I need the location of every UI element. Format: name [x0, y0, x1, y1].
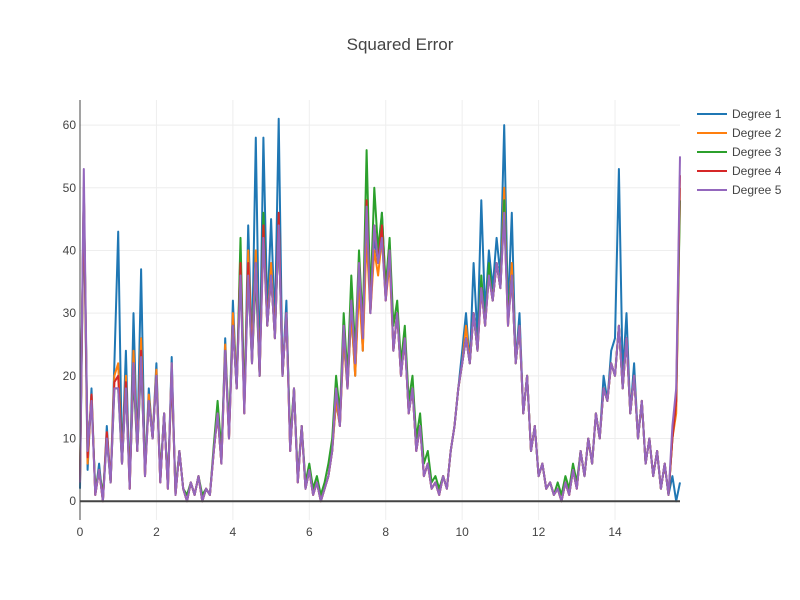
- x-tick-label: 12: [532, 525, 546, 539]
- x-tick-label: 0: [77, 525, 84, 539]
- x-tick-label: 8: [382, 525, 389, 539]
- grid-layer: [79, 100, 680, 520]
- legend-label: Degree 4: [732, 164, 782, 178]
- y-tick-label: 60: [63, 118, 77, 132]
- axis-layer: 0 2 4 6 8 10 12 14 0 10 20 30 40 50 60: [63, 100, 680, 539]
- series-line-degree-5: [79, 156, 681, 503]
- x-tick-label: 2: [153, 525, 160, 539]
- legend-label: Degree 2: [732, 126, 782, 140]
- legend-label: Degree 5: [732, 183, 782, 197]
- series-layer: [79, 117, 681, 503]
- x-tick-label: 6: [306, 525, 313, 539]
- y-tick-label: 40: [63, 243, 77, 257]
- y-tick-label: 20: [63, 369, 77, 383]
- x-tick-label: 4: [230, 525, 237, 539]
- legend-item-degree-4[interactable]: Degree 4: [697, 164, 782, 178]
- x-tick-label: 14: [608, 525, 622, 539]
- legend-item-degree-3[interactable]: Degree 3: [697, 145, 782, 159]
- legend-item-degree-2[interactable]: Degree 2: [697, 126, 782, 140]
- legend-label: Degree 3: [732, 145, 782, 159]
- y-tick-label: 10: [63, 432, 77, 446]
- y-tick-label: 0: [69, 494, 76, 508]
- y-tick-label: 50: [63, 181, 77, 195]
- legend[interactable]: Degree 1 Degree 2 Degree 3 Degree 4 Degree 5: [697, 107, 782, 197]
- legend-label: Degree 1: [732, 107, 782, 121]
- legend-item-degree-1[interactable]: Degree 1: [697, 107, 782, 121]
- x-tick-label: 10: [455, 525, 469, 539]
- legend-item-degree-5[interactable]: Degree 5: [697, 183, 782, 197]
- y-tick-label: 30: [63, 306, 77, 320]
- chart-title: Squared Error: [347, 35, 454, 54]
